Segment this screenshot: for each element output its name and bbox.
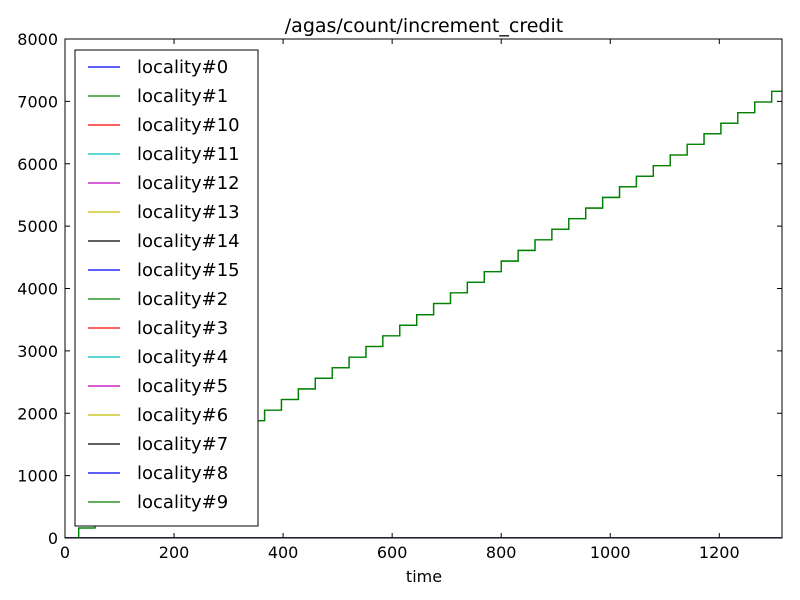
chart-title: /agas/count/increment_credit	[285, 15, 563, 37]
y-tick-label: 7000	[17, 92, 58, 111]
y-tick-label: 6000	[17, 155, 58, 174]
legend-label: locality#11	[137, 144, 240, 165]
x-tick-label: 600	[377, 543, 408, 562]
y-tick-label: 4000	[17, 280, 58, 299]
legend-label: locality#9	[137, 492, 228, 513]
legend-label: locality#10	[137, 115, 240, 136]
y-tick-label: 1000	[17, 467, 58, 486]
legend-label: locality#2	[137, 289, 228, 310]
y-tick-label: 3000	[17, 342, 58, 361]
x-axis-label: time	[406, 567, 442, 586]
legend: locality#0 locality#1 locality#10 locality#…	[74, 49, 259, 527]
x-tick-label: 400	[268, 543, 299, 562]
legend-label: locality#8	[137, 463, 228, 484]
legend-box	[74, 49, 259, 527]
legend-label: locality#13	[137, 202, 240, 223]
legend-label: locality#5	[137, 376, 228, 397]
y-tick-label: 2000	[17, 404, 58, 423]
legend-label: locality#7	[137, 434, 228, 455]
x-tick-label: 1200	[699, 543, 740, 562]
legend-label: locality#15	[137, 260, 240, 281]
legend-label: locality#3	[137, 318, 228, 339]
y-tick-label: 8000	[17, 30, 58, 49]
axis-ticks: 0 200 400 600 800 1000 1200 0 1000 2000 3000 4000 50…	[17, 30, 782, 562]
y-tick-label: 5000	[17, 217, 58, 236]
legend-label: locality#6	[137, 405, 228, 426]
x-tick-label: 0	[60, 543, 70, 562]
x-tick-label: 1000	[590, 543, 631, 562]
y-tick-label: 0	[48, 529, 58, 548]
legend-label: locality#4	[137, 347, 228, 368]
x-tick-label: 800	[486, 543, 517, 562]
legend-label: locality#0	[137, 57, 228, 78]
legend-label: locality#1	[137, 86, 228, 107]
x-tick-label: 200	[159, 543, 190, 562]
legend-label: locality#14	[137, 231, 240, 252]
legend-label: locality#12	[137, 173, 240, 194]
